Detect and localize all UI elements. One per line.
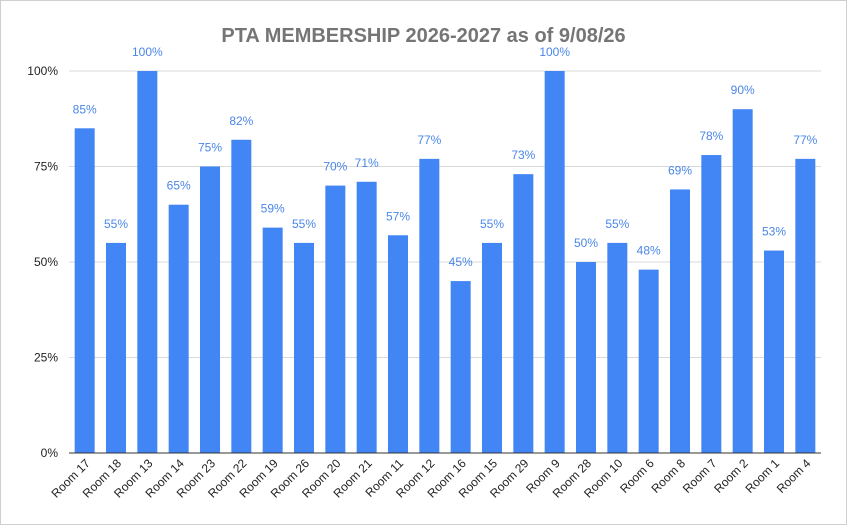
y-axis-ticks: 0% 25% 50% 75% 100%	[27, 64, 58, 460]
data-labels: 85% 55% 100% 65% 75% 82% 59% 55% 70% 71% 57% 77% 45%…	[73, 45, 818, 269]
bar	[513, 174, 534, 453]
bar-data-label: 73%	[511, 148, 535, 162]
bar-data-label: 53%	[762, 225, 786, 239]
bar-data-label: 85%	[73, 102, 97, 116]
bar	[168, 204, 189, 453]
bar	[701, 155, 722, 454]
bar-data-label: 69%	[668, 163, 692, 177]
y-tick-label: 0%	[41, 446, 59, 460]
bar-data-label: 48%	[637, 244, 661, 258]
bar-data-label: 100%	[539, 45, 570, 59]
bar-data-label: 100%	[132, 45, 163, 59]
bar-data-label: 82%	[229, 114, 253, 128]
bar	[231, 139, 252, 453]
bar-data-label: 65%	[167, 179, 191, 193]
bar	[764, 250, 784, 453]
bar-data-label: 55%	[104, 217, 128, 231]
bar-data-label: 78%	[699, 129, 723, 143]
bar	[74, 128, 95, 454]
bar	[795, 158, 816, 454]
bar	[607, 242, 628, 453]
bar	[388, 235, 408, 453]
bar	[106, 242, 126, 453]
y-tick-label: 50%	[34, 255, 58, 269]
bar	[137, 71, 158, 453]
bar	[544, 71, 565, 453]
chart-title: PTA MEMBERSHIP 2026-2027 as of 9/08/26	[221, 25, 625, 47]
bar-data-label: 70%	[323, 160, 347, 174]
bar	[638, 269, 659, 453]
bar	[356, 181, 377, 453]
bar-data-label: 55%	[605, 217, 629, 231]
bar-data-label: 77%	[793, 133, 817, 147]
bar-data-label: 75%	[198, 141, 222, 155]
bar	[262, 227, 283, 453]
bar-data-label: 71%	[355, 156, 379, 170]
bar-data-label: 57%	[386, 209, 410, 223]
bar-data-label: 77%	[417, 133, 441, 147]
bars	[74, 71, 816, 454]
bar	[294, 242, 314, 453]
x-tick-label: Room 4	[774, 456, 814, 496]
bar	[450, 281, 471, 453]
gridlines	[69, 70, 821, 358]
bar-data-label: 90%	[731, 83, 755, 97]
bar	[482, 242, 502, 453]
bar-data-label: 55%	[292, 217, 316, 231]
bar	[670, 189, 690, 454]
y-tick-label: 25%	[34, 351, 58, 365]
bar	[325, 185, 346, 453]
bar-data-label: 59%	[261, 202, 285, 216]
bar	[732, 109, 753, 453]
bar	[200, 166, 220, 453]
y-tick-label: 100%	[27, 64, 58, 78]
bar	[419, 158, 440, 454]
bar-data-label: 45%	[449, 255, 473, 269]
y-tick-label: 75%	[34, 160, 58, 174]
bar-data-label: 55%	[480, 217, 504, 231]
bar-data-label: 50%	[574, 236, 598, 250]
bar	[576, 262, 596, 453]
